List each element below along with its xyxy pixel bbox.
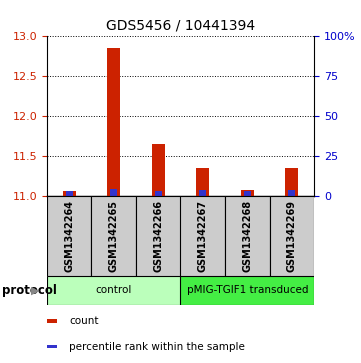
Bar: [285, 168, 299, 196]
Bar: [136, 196, 180, 276]
Title: GDS5456 / 10441394: GDS5456 / 10441394: [106, 19, 255, 32]
Bar: [152, 144, 165, 196]
Text: GSM1342267: GSM1342267: [198, 200, 208, 272]
Bar: [47, 196, 91, 276]
Bar: [47, 276, 180, 305]
Bar: [199, 191, 206, 196]
Text: GSM1342266: GSM1342266: [153, 200, 163, 272]
Text: GSM1342269: GSM1342269: [287, 200, 297, 272]
Bar: [91, 196, 136, 276]
Text: percentile rank within the sample: percentile rank within the sample: [69, 342, 245, 352]
Text: pMIG-TGIF1 transduced: pMIG-TGIF1 transduced: [187, 285, 308, 295]
Bar: [180, 196, 225, 276]
Text: GSM1342265: GSM1342265: [109, 200, 119, 272]
Bar: [62, 191, 76, 196]
Bar: [47, 345, 57, 348]
Bar: [155, 191, 162, 196]
Text: GSM1342264: GSM1342264: [64, 200, 74, 272]
Text: count: count: [69, 316, 99, 326]
Bar: [47, 319, 57, 323]
Bar: [110, 189, 117, 196]
Bar: [225, 196, 270, 276]
Text: control: control: [96, 285, 132, 295]
Bar: [240, 189, 254, 196]
Bar: [270, 196, 314, 276]
Bar: [107, 48, 120, 196]
Bar: [244, 191, 251, 196]
Bar: [196, 168, 209, 196]
Text: ▶: ▶: [31, 285, 39, 295]
Text: protocol: protocol: [2, 284, 57, 297]
Text: GSM1342268: GSM1342268: [242, 200, 252, 272]
Bar: [180, 276, 314, 305]
Bar: [288, 191, 296, 196]
Bar: [65, 191, 73, 196]
